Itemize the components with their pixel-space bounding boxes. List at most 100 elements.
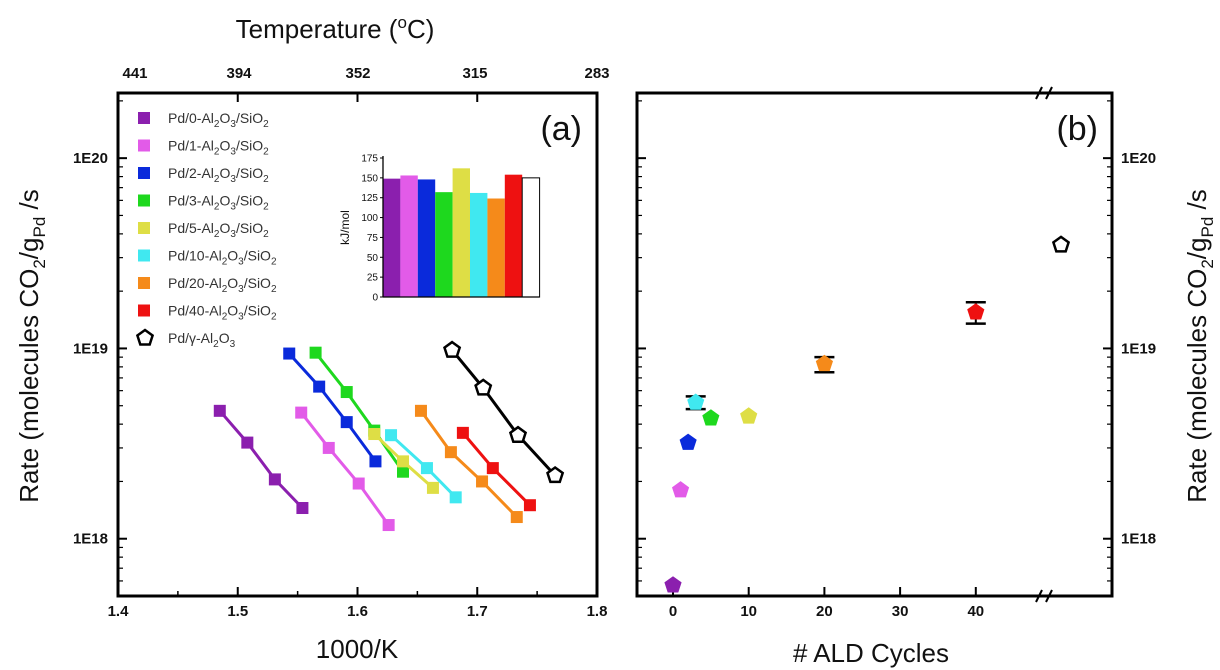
inset-bar [521,177,541,298]
series-point [322,441,335,454]
x-tick-label-b: 40 [967,603,984,620]
data-point [967,303,985,320]
series-point [382,519,395,532]
x-tick-label-b: 10 [740,603,757,620]
series-line [419,409,518,519]
series-point [397,465,410,478]
legend-marker [138,249,150,262]
series-point [268,473,281,486]
top-axis-title: Temperature (oC) [236,13,435,44]
inset-bar [400,175,418,297]
series-point [385,429,398,442]
series-point [309,346,322,359]
top-axis-ticks: 441 394 352 315 283 [122,65,609,82]
series-point [295,406,308,419]
panel-a-series [213,340,565,532]
panel-a-frame [116,91,599,598]
inset-y-tick-label: 50 [367,253,379,264]
legend-marker [138,222,150,234]
series-point [486,462,499,475]
top-tick-label: 315 [462,65,487,82]
series-point [368,428,381,441]
series-point [340,386,353,399]
data-point [687,393,705,410]
inset-bar [504,174,523,297]
data-point [664,576,682,593]
series-point [510,511,523,524]
series-point [420,462,433,475]
series-line [314,351,405,473]
legend-marker [138,304,150,317]
legend-marker [138,139,150,152]
series-line [218,409,304,510]
series-point [296,502,309,515]
legend-label: Pd/5-Al2O3/SiO2 [168,220,269,240]
top-tick-label: 394 [226,65,252,82]
legend-label: Pd/3-Al2O3/SiO2 [168,193,269,213]
y-tick-label-b: 1E20 [1121,150,1156,167]
x-tick-label-a: 1.6 [347,603,368,620]
x-tick-label-a: 1.4 [108,603,130,620]
x-tick-label-b: 0 [669,603,677,620]
legend-label: Pd/γ-Al2O3 [168,330,236,350]
series-point [456,426,469,439]
series-point [369,455,382,468]
x-tick-label-a: 1.5 [227,603,248,620]
legend-label: Pd/1-Al2O3/SiO2 [168,138,269,158]
series-point [546,465,565,484]
data-point [740,407,758,424]
y-axis-title-left: Rate (molecules CO2/gPd /s [14,189,49,502]
legend: Pd/0-Al2O3/SiO2 Pd/1-Al2O3/SiO2 Pd/2-Al2O3… [135,110,277,350]
series-point [508,425,528,443]
legend-label: Pd/10-Al2O3/SiO2 [168,248,277,268]
series-point [414,404,427,417]
top-tick-label: 441 [122,65,147,82]
inset-bar [470,192,488,297]
top-tick-label: 352 [345,65,370,82]
series-point [523,499,536,512]
series-point [352,477,365,490]
data-point [1051,235,1071,253]
inset-bar [487,198,505,297]
series-point [313,380,326,393]
legend-label: Pd/20-Al2O3/SiO2 [168,275,277,295]
series-point [340,416,353,429]
legend-label: Pd/40-Al2O3/SiO2 [168,303,277,323]
series-point [241,436,254,449]
inset-bar [417,179,436,297]
inset-y-tick-label: 175 [361,154,378,165]
data-point [702,409,720,426]
series-point [213,404,226,417]
inset-y-tick-label: 75 [367,233,379,244]
panel-b-label: (b) [1056,110,1098,148]
x-tick-label-a: 1.8 [587,603,608,620]
inset-bar [383,178,401,297]
panel-b-points [664,235,1071,593]
x-tick-label-b: 30 [892,603,909,620]
legend-marker [138,112,150,124]
data-point [672,481,690,498]
x-axis-title-a: 1000/K [316,634,399,664]
legend-marker [138,194,150,207]
series-point [397,455,410,468]
panel-a: 1.4 1.5 1.6 1.7 1.8 1E18 1E19 1E20 Pd/0-Al2O3/S… [73,91,1112,620]
x-tick-label-b: 20 [816,603,833,620]
panel-b-frame [635,91,1114,598]
inset-y-tick-label: 0 [372,293,378,304]
inset-bar [452,168,470,297]
series-point [443,340,462,358]
series-point [283,347,296,360]
y-tick-label-b: 1E18 [1121,531,1156,548]
data-point [679,433,697,450]
legend-marker [135,328,155,346]
series-point [444,446,457,459]
panel-b: 0 10 20 30 40 1E18 1E19 1E20 (b) [635,86,1156,620]
legend-label: Pd/0-Al2O3/SiO2 [168,110,269,130]
panel-a-label: (a) [540,110,582,148]
y-axis-title-right: Rate (molecules CO2/gPd /s [1182,189,1217,502]
x-tick-label-a: 1.7 [467,603,488,620]
panel-b-axes: 0 10 20 30 40 1E18 1E19 1E20 [637,86,1156,620]
y-tick-label-b: 1E19 [1121,340,1156,357]
inset-y-tick-label: 25 [367,273,379,284]
data-point [815,354,833,372]
